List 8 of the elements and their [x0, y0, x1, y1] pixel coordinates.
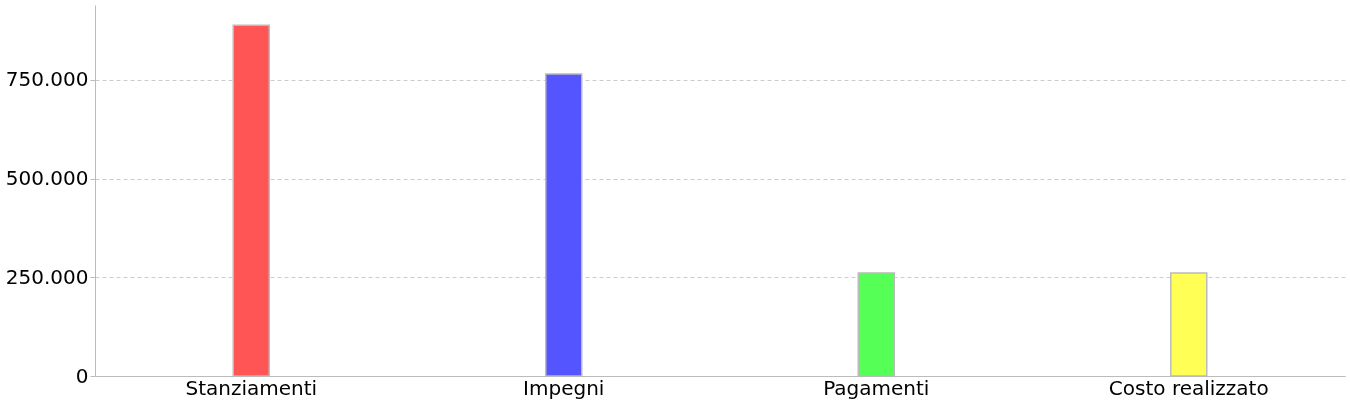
y-tick-label: 250.000: [5, 264, 89, 289]
y-tick-label: 500.000: [5, 166, 89, 191]
x-tick-label: Stanziamenti: [185, 375, 318, 400]
y-tick-label: 0: [75, 363, 89, 388]
x-tick-label: Pagamenti: [823, 375, 930, 400]
y-tick-label: 750.000: [5, 67, 89, 92]
x-tick-label: Costo realizzato: [1108, 375, 1269, 400]
x-tick-label: Impegni: [523, 375, 605, 400]
